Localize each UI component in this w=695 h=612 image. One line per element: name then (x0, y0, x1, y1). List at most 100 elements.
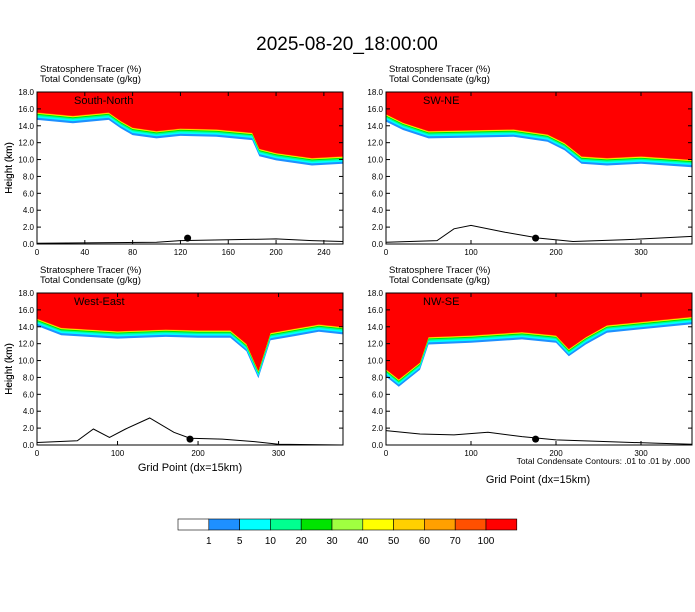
y-axis-label: Height (km) (4, 142, 15, 194)
terrain-line (37, 417, 343, 445)
x-tick-label: 100 (111, 449, 125, 458)
x-tick-label: 100 (464, 248, 478, 257)
y-tick-label: 4.0 (372, 407, 384, 416)
y-tick-label: 4.0 (23, 407, 35, 416)
location-marker (184, 234, 192, 242)
colorbar-level-label: 60 (419, 536, 431, 547)
y-tick-label: 6.0 (372, 390, 384, 399)
colorbar-swatch (393, 518, 425, 531)
colorbar-level-label: 40 (357, 536, 369, 547)
location-marker (532, 435, 540, 443)
header-label-tracer: Stratosphere Tracer (%) (389, 64, 490, 75)
colorbar-level-label: 50 (388, 536, 400, 547)
header-label-condensate: Total Condensate (g/kg) (389, 74, 490, 85)
y-tick-label: 6.0 (23, 189, 35, 198)
plot-frame (36, 91, 344, 245)
y-tick-label: 2.0 (23, 223, 35, 232)
plot-frame (36, 292, 344, 446)
colorbar-level-label: 10 (265, 536, 277, 547)
header-label-tracer: Stratosphere Tracer (%) (40, 265, 141, 276)
plot-frame (385, 292, 693, 446)
plot-area (386, 293, 692, 445)
colorbar-swatch (331, 518, 364, 531)
terrain-line (386, 224, 692, 243)
tracer-band-7 (386, 92, 692, 160)
location-marker (186, 435, 194, 443)
colorbar-level-label: 20 (296, 536, 308, 547)
x-tick-label: 240 (317, 248, 331, 257)
colorbar-swatch (485, 518, 518, 531)
x-tick-label: 200 (549, 248, 563, 257)
colorbar-swatch (239, 518, 271, 531)
y-tick-label: 14.0 (18, 122, 34, 131)
y-tick-label: 16.0 (367, 306, 383, 315)
y-tick-label: 16.0 (18, 306, 34, 315)
panel-name-label: NW-SE (423, 296, 459, 308)
colorbar: 1 5 10 20 30 40 50 60 70 100 (177, 518, 518, 547)
y-tick-label: 18.0 (367, 289, 383, 298)
tracer-band-7 (386, 293, 692, 380)
header-label-tracer: Stratosphere Tracer (%) (389, 265, 490, 276)
panel-south-north: South-North Stratosphere Tracer (%)Total … (4, 64, 344, 257)
y-tick-label: 8.0 (372, 373, 384, 382)
y-tick-label: 18.0 (367, 88, 383, 97)
x-tick-label: 300 (272, 449, 286, 458)
y-tick-label: 14.0 (367, 323, 383, 332)
y-tick-label: 0.0 (372, 441, 384, 450)
y-tick-label: 2.0 (23, 424, 35, 433)
tracer-band-7 (37, 92, 343, 158)
panel-name-label: West-East (74, 296, 125, 308)
y-tick-label: 0.0 (23, 441, 35, 450)
y-axis-label: Height (km) (4, 343, 15, 395)
x-tick-label: 300 (634, 248, 648, 257)
panel-west-east: West-East Stratosphere Tracer (%)Total Co… (4, 265, 344, 458)
plot-area (37, 293, 343, 445)
y-tick-label: 10.0 (18, 357, 34, 366)
x-axis-label-bottom-right: Grid Point (dx=15km) (486, 474, 590, 486)
colorbar-swatch (424, 518, 456, 531)
panel-name-label: South-North (74, 95, 133, 107)
colorbar-level-label: 100 (478, 536, 495, 547)
y-tick-label: 0.0 (23, 240, 35, 249)
y-tick-label: 8.0 (23, 373, 35, 382)
figure-title: 2025-08-20_18:00:00 (256, 34, 438, 55)
y-tick-label: 10.0 (367, 156, 383, 165)
tracer-band-7 (37, 293, 343, 371)
x-tick-label: 40 (80, 248, 89, 257)
panel-name-label: SW-NE (423, 95, 459, 107)
contour-note: Total Condensate Contours: .01 to .01 by… (517, 456, 691, 466)
x-tick-label: 200 (269, 248, 283, 257)
y-tick-label: 12.0 (367, 340, 383, 349)
header-label-tracer: Stratosphere Tracer (%) (40, 64, 141, 75)
y-tick-label: 16.0 (18, 105, 34, 114)
colorbar-swatch (177, 518, 210, 531)
y-tick-label: 10.0 (18, 156, 34, 165)
plot-frame (385, 91, 693, 245)
location-marker (532, 234, 540, 242)
x-tick-label: 160 (222, 248, 236, 257)
y-tick-label: 14.0 (367, 122, 383, 131)
y-tick-label: 2.0 (372, 424, 384, 433)
terrain-line (37, 238, 343, 244)
y-tick-label: 16.0 (367, 105, 383, 114)
x-tick-label: 100 (464, 449, 478, 458)
y-tick-label: 18.0 (18, 88, 34, 97)
y-tick-label: 12.0 (18, 139, 34, 148)
y-tick-label: 12.0 (18, 340, 34, 349)
y-tick-label: 0.0 (372, 240, 384, 249)
x-axis-label-bottom-left: Grid Point (dx=15km) (138, 462, 242, 474)
y-tick-label: 6.0 (372, 189, 384, 198)
colorbar-swatch (300, 518, 333, 531)
colorbar-level-label: 30 (326, 536, 338, 547)
x-tick-label: 200 (191, 449, 205, 458)
x-tick-label: 0 (384, 248, 389, 257)
header-label-condensate: Total Condensate (g/kg) (389, 275, 490, 286)
y-axis-label: Height (km) (4, 343, 15, 395)
colorbar-swatch (454, 518, 487, 531)
x-tick-label: 300 (634, 449, 648, 458)
x-tick-label: 200 (549, 449, 563, 458)
colorbar-swatch (270, 518, 302, 531)
x-tick-label: 0 (384, 449, 389, 458)
